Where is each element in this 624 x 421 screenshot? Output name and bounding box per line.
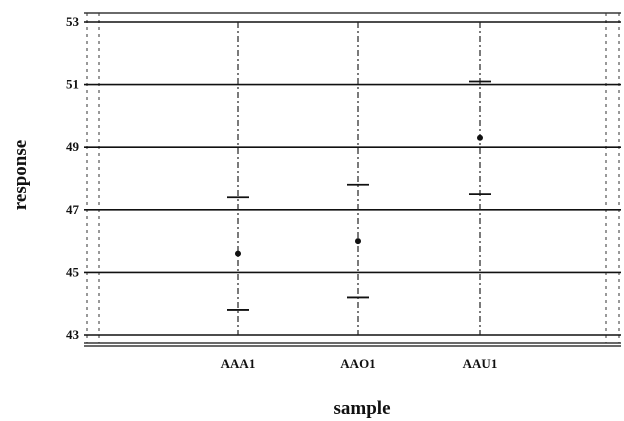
y-tick-label: 51	[66, 77, 79, 92]
x-axis-label: sample	[334, 398, 391, 419]
y-tick-label: 47	[66, 202, 80, 217]
y-tick-label: 49	[66, 139, 80, 154]
y-tick-label: 45	[66, 264, 80, 279]
y-axis-label: response	[10, 140, 31, 210]
mean-point	[477, 134, 483, 141]
y-axis-ticks: 43 45 47 49 51 53	[66, 14, 80, 342]
x-axis-ticks: AAA1 AAO1 AAU1	[221, 356, 498, 371]
interval-marks	[227, 22, 491, 335]
y-tick-label: 43	[66, 327, 80, 342]
x-tick-label: AAU1	[463, 356, 498, 371]
plot-frame	[84, 12, 621, 347]
gridlines	[84, 21, 621, 336]
mean-point	[355, 238, 361, 245]
x-tick-label: AAO1	[340, 356, 375, 371]
x-tick-label: AAA1	[221, 356, 256, 371]
mean-point	[235, 250, 241, 257]
y-tick-label: 53	[66, 14, 80, 29]
